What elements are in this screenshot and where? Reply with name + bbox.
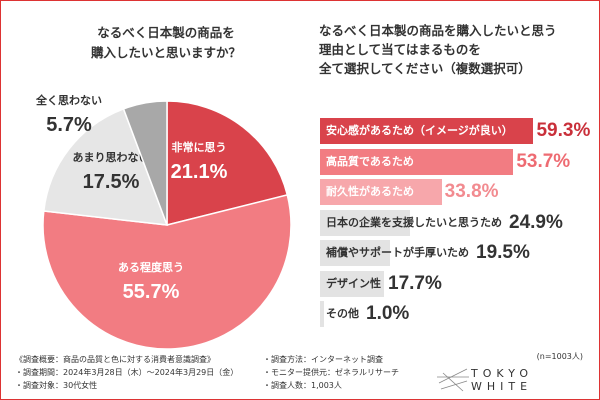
bar-value: 19.5% xyxy=(476,242,530,263)
bar-label: デザイン性 xyxy=(326,276,381,290)
brand-logo: TOKYO WHITE xyxy=(471,367,533,393)
pie-title: なるべく日本製の商品を 購入したいと思いますか？ xyxy=(90,25,241,60)
bar xyxy=(320,240,391,266)
pie-label: あまり思わない xyxy=(73,151,150,164)
bar-label: 高品質であるため xyxy=(326,154,414,168)
pie-value: 17.5% xyxy=(83,171,140,193)
pie-slice xyxy=(42,107,169,226)
pie-value: 5.7% xyxy=(46,114,92,136)
pie-label: ある程度思う xyxy=(118,260,184,274)
bar-label: 耐久性があるため xyxy=(326,185,414,198)
pie-label: 全く思わない xyxy=(35,93,102,107)
bar-label: 安心感があるため（イメージが良い） xyxy=(326,124,513,137)
footer-line: ・調査人数：1,003人 xyxy=(263,381,342,390)
pie-slice xyxy=(42,194,292,350)
pie-slice xyxy=(122,100,168,226)
footer-line: ・モニター提供元：ゼネラルリサーチ xyxy=(263,368,399,377)
bar-value: 33.8% xyxy=(444,181,499,202)
bar xyxy=(320,118,534,144)
bar xyxy=(320,209,410,236)
bar-value: 17.7% xyxy=(388,272,442,294)
bar-value: 1.0% xyxy=(366,303,410,324)
footer-line: 《調査概要：商品の品質と色に対する消費者意識調査》 xyxy=(15,355,215,364)
pie-value: 55.7% xyxy=(123,281,180,303)
bar-label: 日本の企業を支援したいと思うため xyxy=(326,215,502,229)
bar xyxy=(320,179,442,205)
footer-line: ・調査方法：インターネット調査 xyxy=(263,355,383,364)
sample-size: (n=1003人) xyxy=(536,352,583,361)
bar xyxy=(320,270,384,297)
footer-line: ・調査対象：30代女性 xyxy=(15,381,98,390)
bar xyxy=(320,301,324,327)
pie-label: 非常に思う xyxy=(172,140,227,154)
bar-value: 24.9% xyxy=(509,211,563,233)
pie-slice xyxy=(166,100,289,226)
bar-label: その他 xyxy=(326,307,359,320)
survey-summary-right: ・調査方法：インターネット調査 ・モニター提供元：ゼネラルリサーチ ・調査人数：… xyxy=(263,353,399,392)
survey-summary-left: 《調査概要：商品の品質と色に対する消費者意識調査》 ・調査期間：2024年3月2… xyxy=(15,353,238,392)
pie-value: 21.1% xyxy=(171,161,228,183)
footer-line: ・調査期間：2024年3月28日（木）〜2024年3月29日（金） xyxy=(15,368,239,377)
bar-value: 59.3% xyxy=(536,120,591,141)
bar-label: 補償やサポートが手厚いため xyxy=(326,246,469,259)
bar xyxy=(320,148,514,175)
bar-title: なるべく日本製の商品を購入したいと思う 理由として当てはまるものを 全て選択して… xyxy=(319,23,557,76)
bar-value: 53.7% xyxy=(516,150,571,172)
